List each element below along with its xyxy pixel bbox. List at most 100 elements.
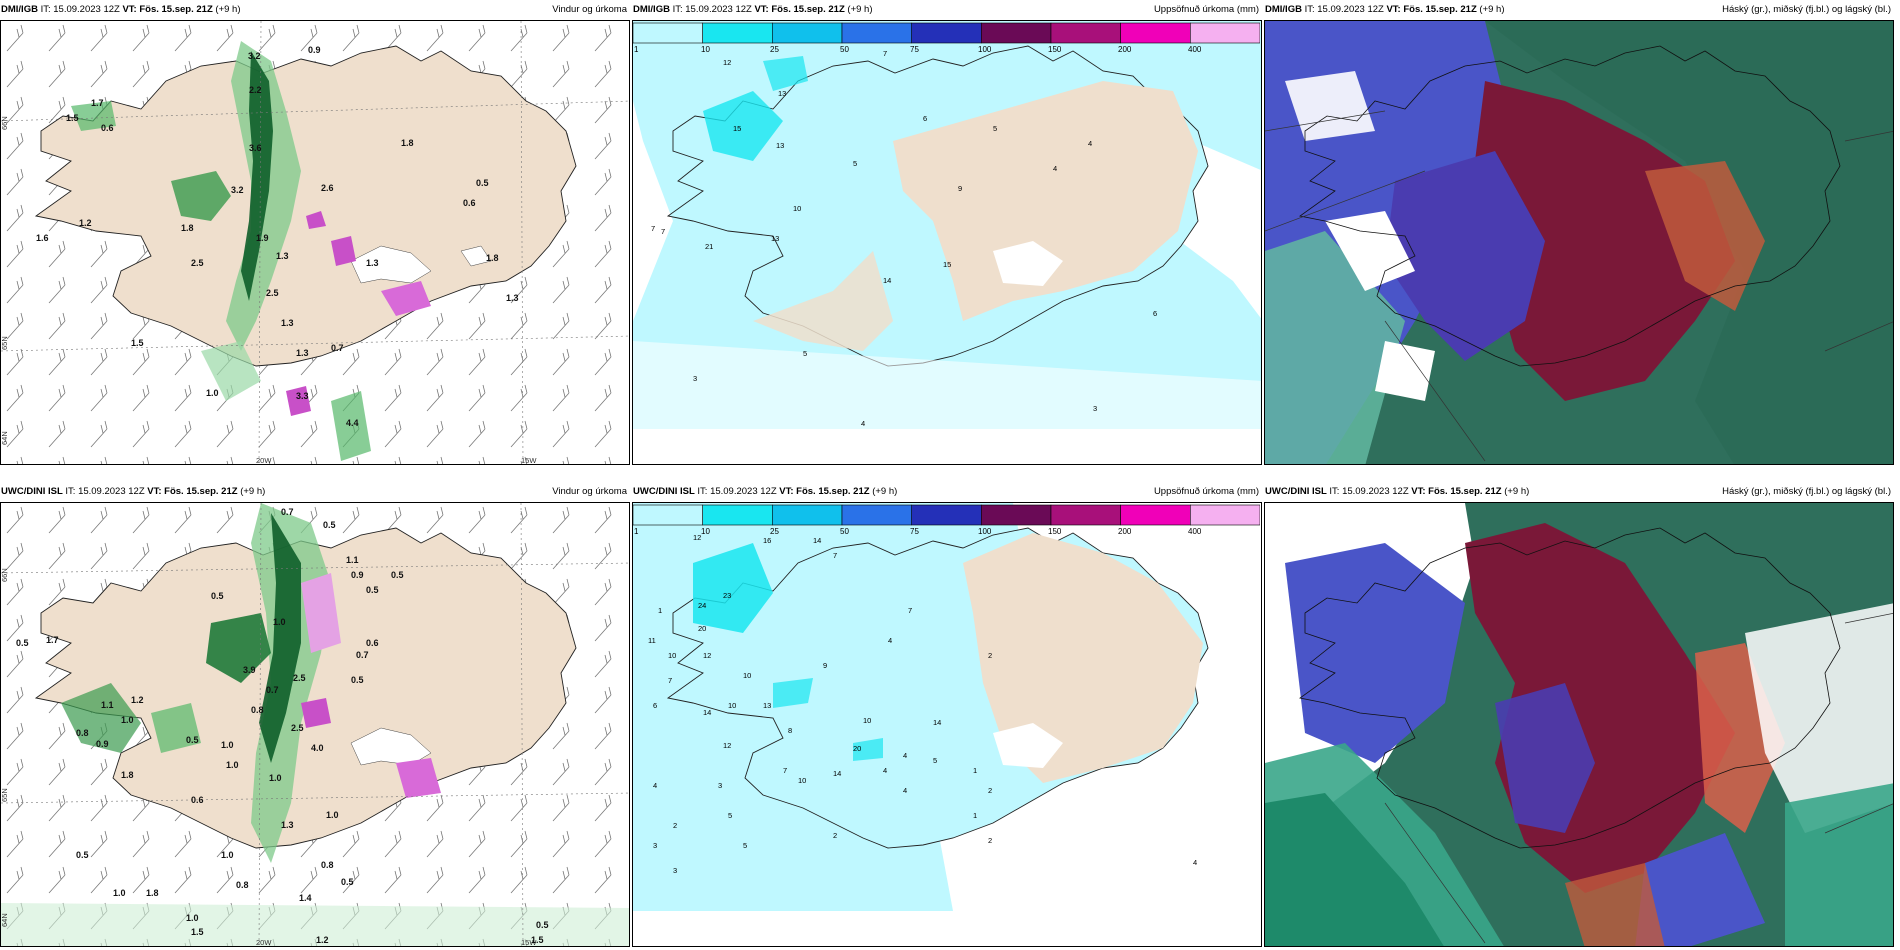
legend-color-box bbox=[772, 22, 843, 44]
precip-value: 7 bbox=[651, 224, 655, 233]
precip-value: 1.3 bbox=[281, 318, 294, 328]
legend-color-box bbox=[1189, 504, 1260, 526]
precip-value: 4 bbox=[883, 766, 887, 775]
precip-value: 1.0 bbox=[326, 810, 339, 820]
precip-values: 3.2 0.9 2.2 1.7 1.5 0.6 3.6 2.6 1.8 0.5 … bbox=[36, 45, 519, 428]
init-time: 15.09.2023 12Z bbox=[78, 486, 145, 497]
precip-value: 2 bbox=[988, 836, 992, 845]
precip-value: 7 bbox=[883, 49, 887, 58]
precip-value: 4 bbox=[903, 751, 907, 760]
legend-color-box bbox=[980, 22, 1052, 44]
valid-time: Fös. 15.sep. 21Z bbox=[1428, 486, 1502, 497]
precip-value: 20 bbox=[698, 624, 706, 633]
legend-color-box bbox=[1050, 22, 1121, 44]
precip-value: 3.2 bbox=[231, 185, 244, 195]
valid-time: Fös. 15.sep. 21Z bbox=[139, 4, 213, 15]
precip-value: 4 bbox=[1053, 164, 1057, 173]
precip-value: 4.0 bbox=[311, 743, 324, 753]
precip-value: 1.1 bbox=[346, 555, 359, 565]
init-prefix: IT: bbox=[37, 4, 54, 15]
panel-header: UWC/DINI ISL IT: 15.09.2023 12Z VT: Fös.… bbox=[0, 482, 630, 502]
legend-color-box bbox=[841, 504, 912, 526]
precip-value: 3 bbox=[693, 374, 697, 383]
precip-value: 1.3 bbox=[366, 258, 379, 268]
legend-color-box bbox=[702, 504, 773, 526]
precip-value: 2.5 bbox=[293, 673, 306, 683]
precip-value: 23 bbox=[723, 591, 731, 600]
precip-value: 7 bbox=[833, 551, 837, 560]
legend-ticks: 1 10 25 50 75 100 150 200 400 bbox=[634, 527, 1202, 536]
precip-value: 0.9 bbox=[351, 570, 364, 580]
precip-value: 1 bbox=[973, 766, 977, 775]
precip-value: 1 bbox=[973, 811, 977, 820]
precip-value: 1.2 bbox=[316, 935, 329, 945]
product-title: Vindur og úrkoma bbox=[552, 486, 627, 497]
lead-time: (+9 h) bbox=[1476, 4, 1505, 15]
vt-prefix: VT: bbox=[119, 4, 140, 15]
precip-value: 0.5 bbox=[536, 920, 549, 930]
init-time: 15.09.2023 12Z bbox=[710, 486, 777, 497]
precip-value: 12 bbox=[723, 58, 731, 67]
precip-values: 12 7 13 15 13 7 5 6 5 9 4 4 10 13 21 14 … bbox=[651, 49, 1157, 428]
accum-precip-map: 12 7 13 15 13 7 5 6 5 9 4 4 10 13 21 14 … bbox=[632, 20, 1262, 465]
precip-value: 0.8 bbox=[76, 728, 89, 738]
precip-value: 0.9 bbox=[96, 739, 109, 749]
precip-value: 20 bbox=[853, 744, 861, 753]
precip-value: 0.6 bbox=[366, 638, 379, 648]
legend-color-box bbox=[1120, 504, 1191, 526]
valid-time: Fös. 15.sep. 21Z bbox=[771, 4, 845, 15]
precip-value: 1.3 bbox=[506, 293, 519, 303]
precip-value: 5 bbox=[743, 841, 747, 850]
lat-label: 65N bbox=[1, 788, 9, 802]
precip-value: 21 bbox=[705, 242, 713, 251]
precip-value: 13 bbox=[778, 89, 786, 98]
precip-value: 2 bbox=[673, 821, 677, 830]
init-time: 15.09.2023 12Z bbox=[685, 4, 752, 15]
precip-legend: 1 10 25 50 75 100 150 200 400 bbox=[633, 504, 1260, 536]
precip-value: 15 bbox=[733, 124, 741, 133]
lead-time: (+9 h) bbox=[844, 4, 873, 15]
init-time: 15.09.2023 12Z bbox=[1317, 4, 1384, 15]
precip-value: 1.5 bbox=[66, 113, 79, 123]
init-time: 15.09.2023 12Z bbox=[1342, 486, 1409, 497]
product-title: Háský (gr.), miðský (fj.bl.) og lágský (… bbox=[1722, 486, 1891, 497]
iceland-outline bbox=[1299, 45, 1841, 367]
lon-label: 15W bbox=[521, 938, 537, 947]
precip-value: 2 bbox=[988, 651, 992, 660]
wind-precip-map: 66N 65N 64N 20W 15W 0.7 0.5 1.1 0.9 0.5 … bbox=[0, 502, 630, 947]
precip-value: 12 bbox=[703, 651, 711, 660]
precip-value: 13 bbox=[776, 141, 784, 150]
precip-value: 5 bbox=[993, 124, 997, 133]
legend-tick: 150 bbox=[1048, 45, 1062, 54]
precip-value: 4 bbox=[903, 786, 907, 795]
init-prefix: IT: bbox=[62, 486, 79, 497]
panel-header: DMI/IGB IT: 15.09.2023 12Z VT: Fös. 15.s… bbox=[632, 0, 1262, 20]
legend-tick: 10 bbox=[701, 527, 710, 536]
model-name: DMI/IGB bbox=[633, 4, 670, 15]
precip-value: 0.6 bbox=[463, 198, 476, 208]
legend-color-box bbox=[633, 22, 703, 44]
lat-label: 66N bbox=[1, 116, 9, 130]
precip-value: 14 bbox=[833, 769, 841, 778]
precip-value: 0.7 bbox=[356, 650, 369, 660]
precip-value: 2 bbox=[833, 831, 837, 840]
precip-value: 5 bbox=[803, 349, 807, 358]
precip-value: 0.9 bbox=[308, 45, 321, 55]
precip-value: 0.8 bbox=[321, 860, 334, 870]
lon-label: 20W bbox=[256, 456, 272, 465]
lat-label: 64N bbox=[1, 431, 9, 445]
precip-value: 0.5 bbox=[16, 638, 29, 648]
model-name: DMI/IGB bbox=[1265, 4, 1302, 15]
precip-value: 11 bbox=[648, 636, 656, 645]
precip-value: 4.4 bbox=[346, 418, 359, 428]
precip-value: 0.5 bbox=[341, 877, 354, 887]
precip-value: 0.5 bbox=[76, 850, 89, 860]
model-name: DMI/IGB bbox=[1, 4, 38, 15]
precip-value: 6 bbox=[653, 701, 657, 710]
lon-label: 20W bbox=[256, 938, 272, 947]
precip-value: 7 bbox=[908, 606, 912, 615]
precip-value: 3 bbox=[673, 866, 677, 875]
precip-value: 13 bbox=[771, 234, 779, 243]
precip-value: 4 bbox=[888, 636, 892, 645]
precip-value: 2.2 bbox=[249, 85, 262, 95]
